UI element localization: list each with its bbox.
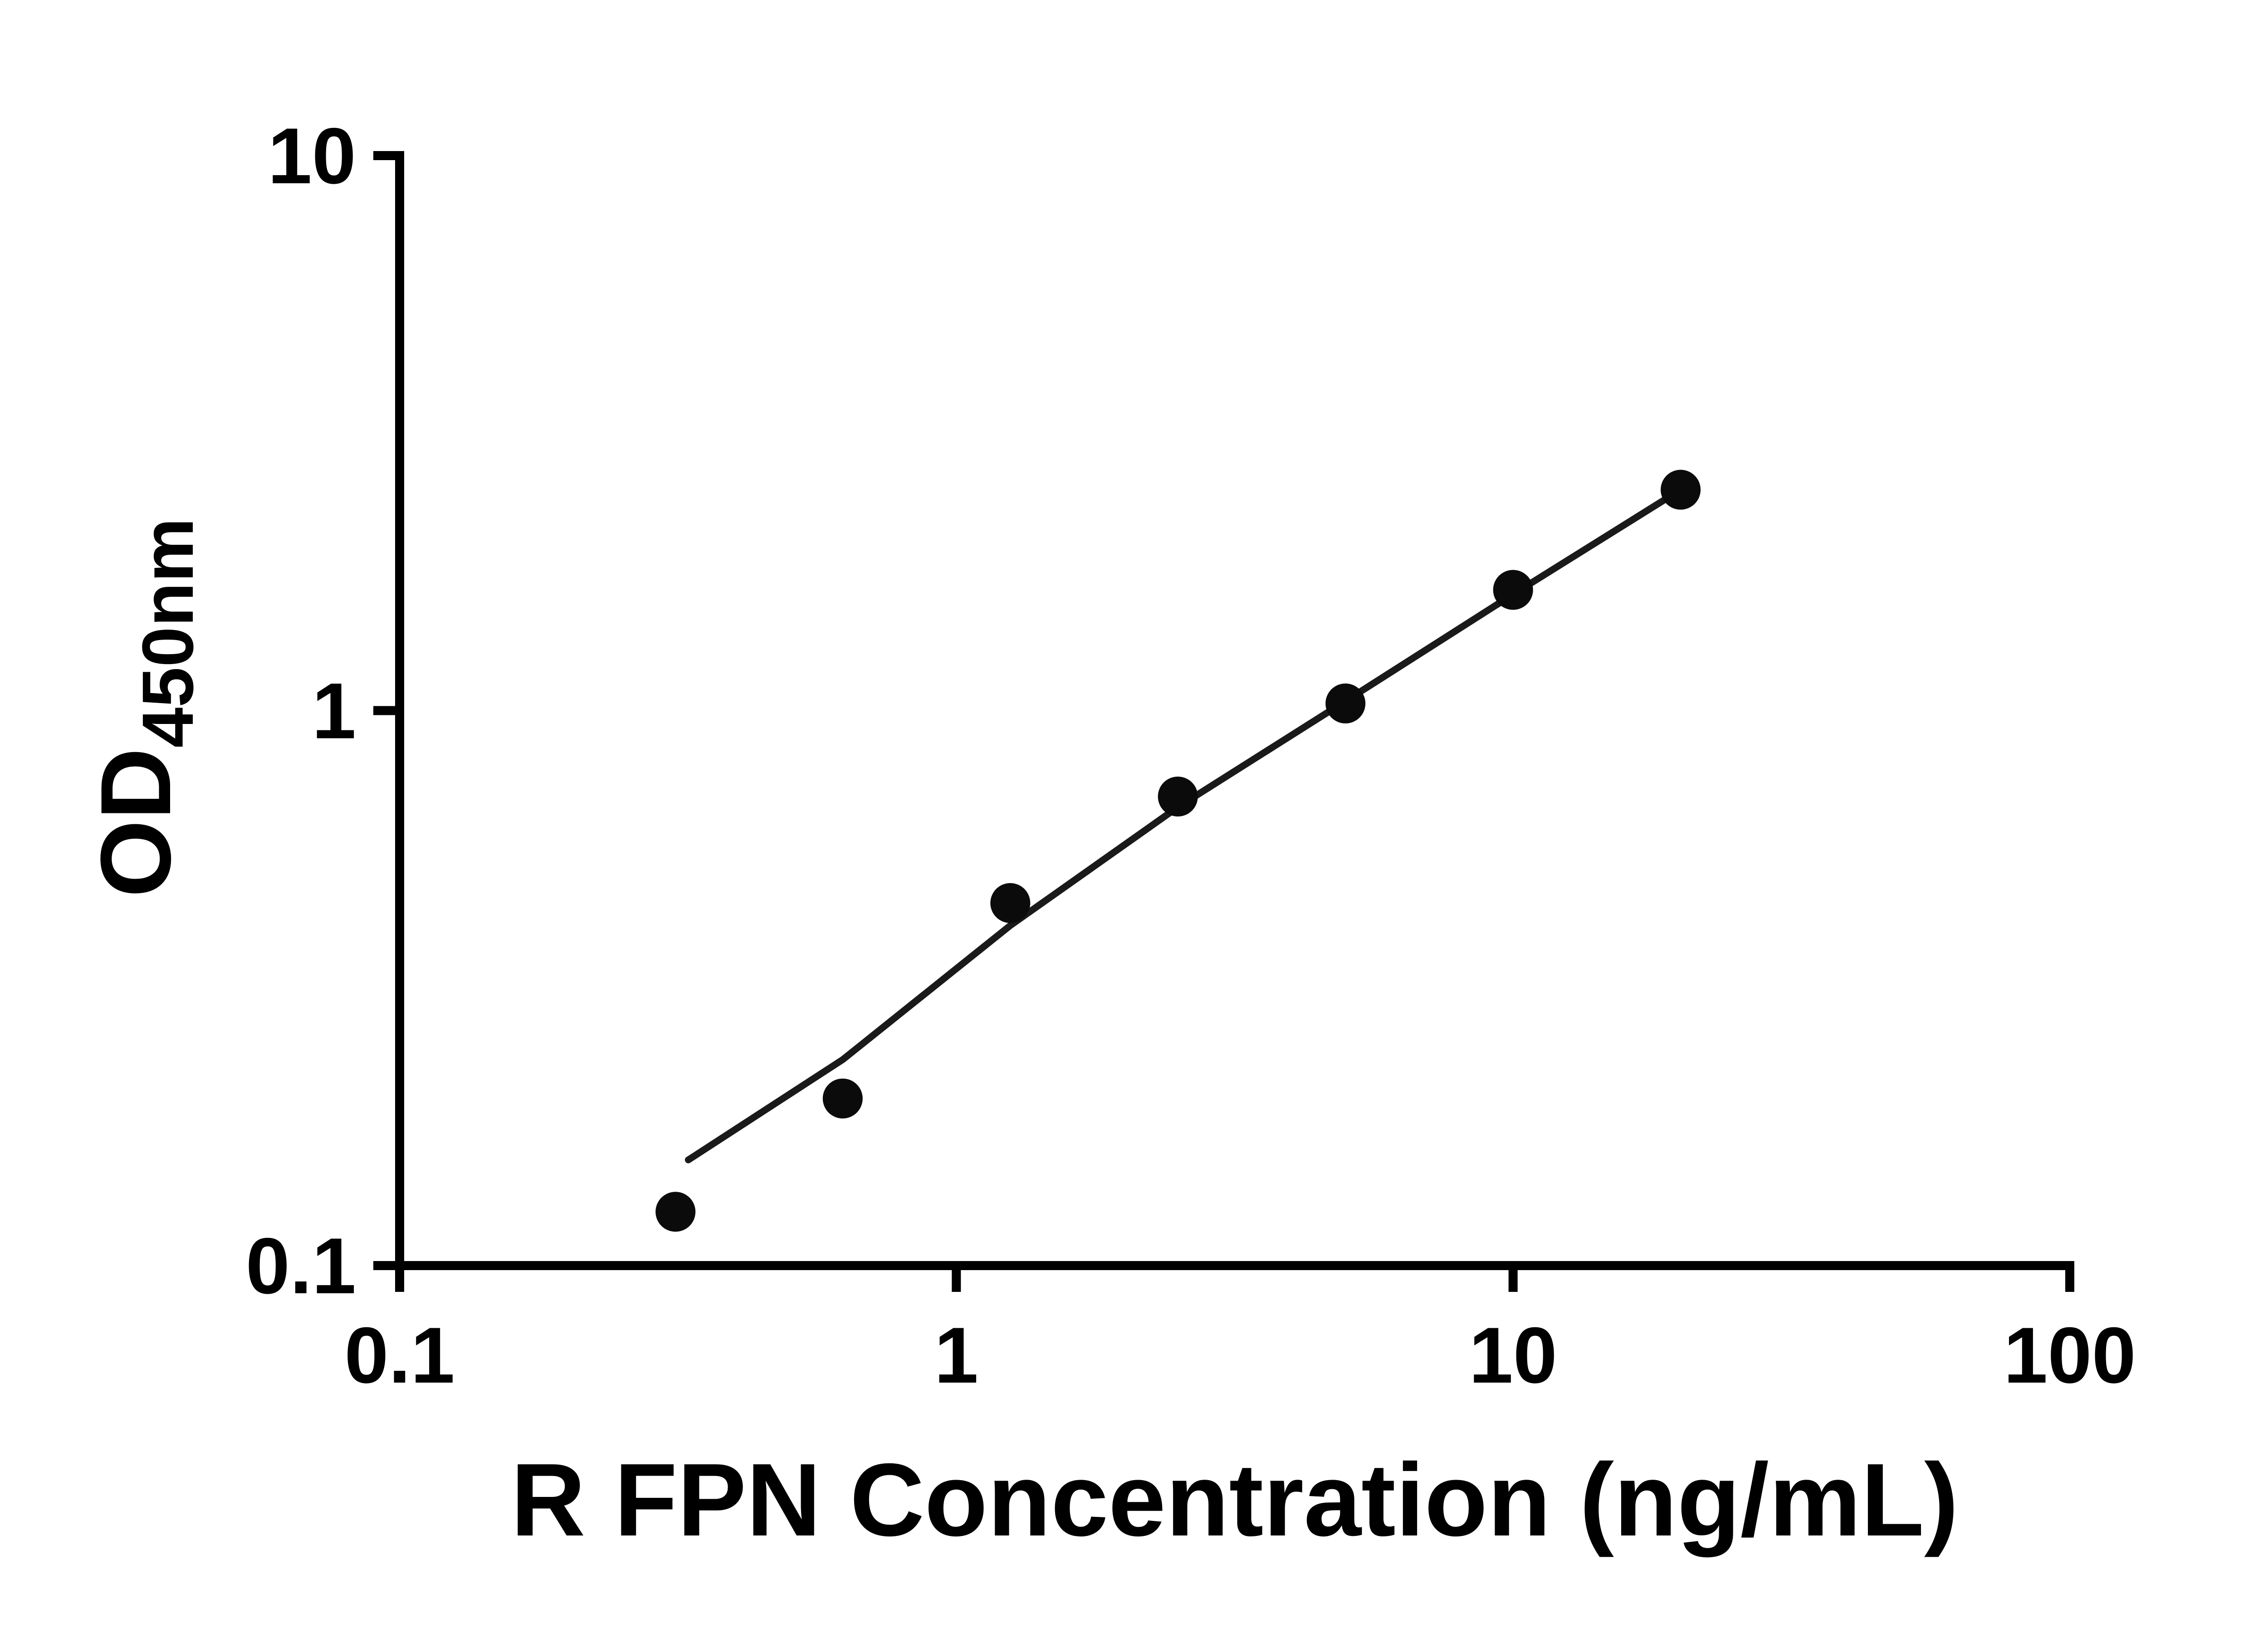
chart-layer: 0.1 1 10 100 10 1 0.1 [246, 112, 2136, 1400]
data-point [822, 1078, 863, 1119]
data-point [655, 1192, 696, 1232]
y-axis-title-main: OD [80, 748, 191, 897]
x-axis-title: R FPN Concentration (ng/mL) [511, 1442, 1959, 1558]
y-axis-title-sub: 450nm [127, 518, 208, 748]
axes [395, 151, 2074, 1270]
y-tick-label: 1 [312, 667, 356, 756]
x-tick-label: 0.1 [344, 1311, 455, 1400]
x-tick-label: 100 [2004, 1311, 2136, 1400]
data-point [1493, 570, 1533, 610]
x-tick-label: 10 [1469, 1311, 1557, 1400]
y-tick-label: 10 [268, 112, 356, 200]
data-point [990, 883, 1031, 923]
data-point [1158, 777, 1198, 816]
x-tick-label: 1 [934, 1311, 978, 1400]
y-axis-title: OD450nm [80, 518, 208, 898]
data-point [1661, 469, 1701, 510]
data-point [1325, 683, 1366, 724]
y-tick-label: 0.1 [246, 1222, 356, 1310]
